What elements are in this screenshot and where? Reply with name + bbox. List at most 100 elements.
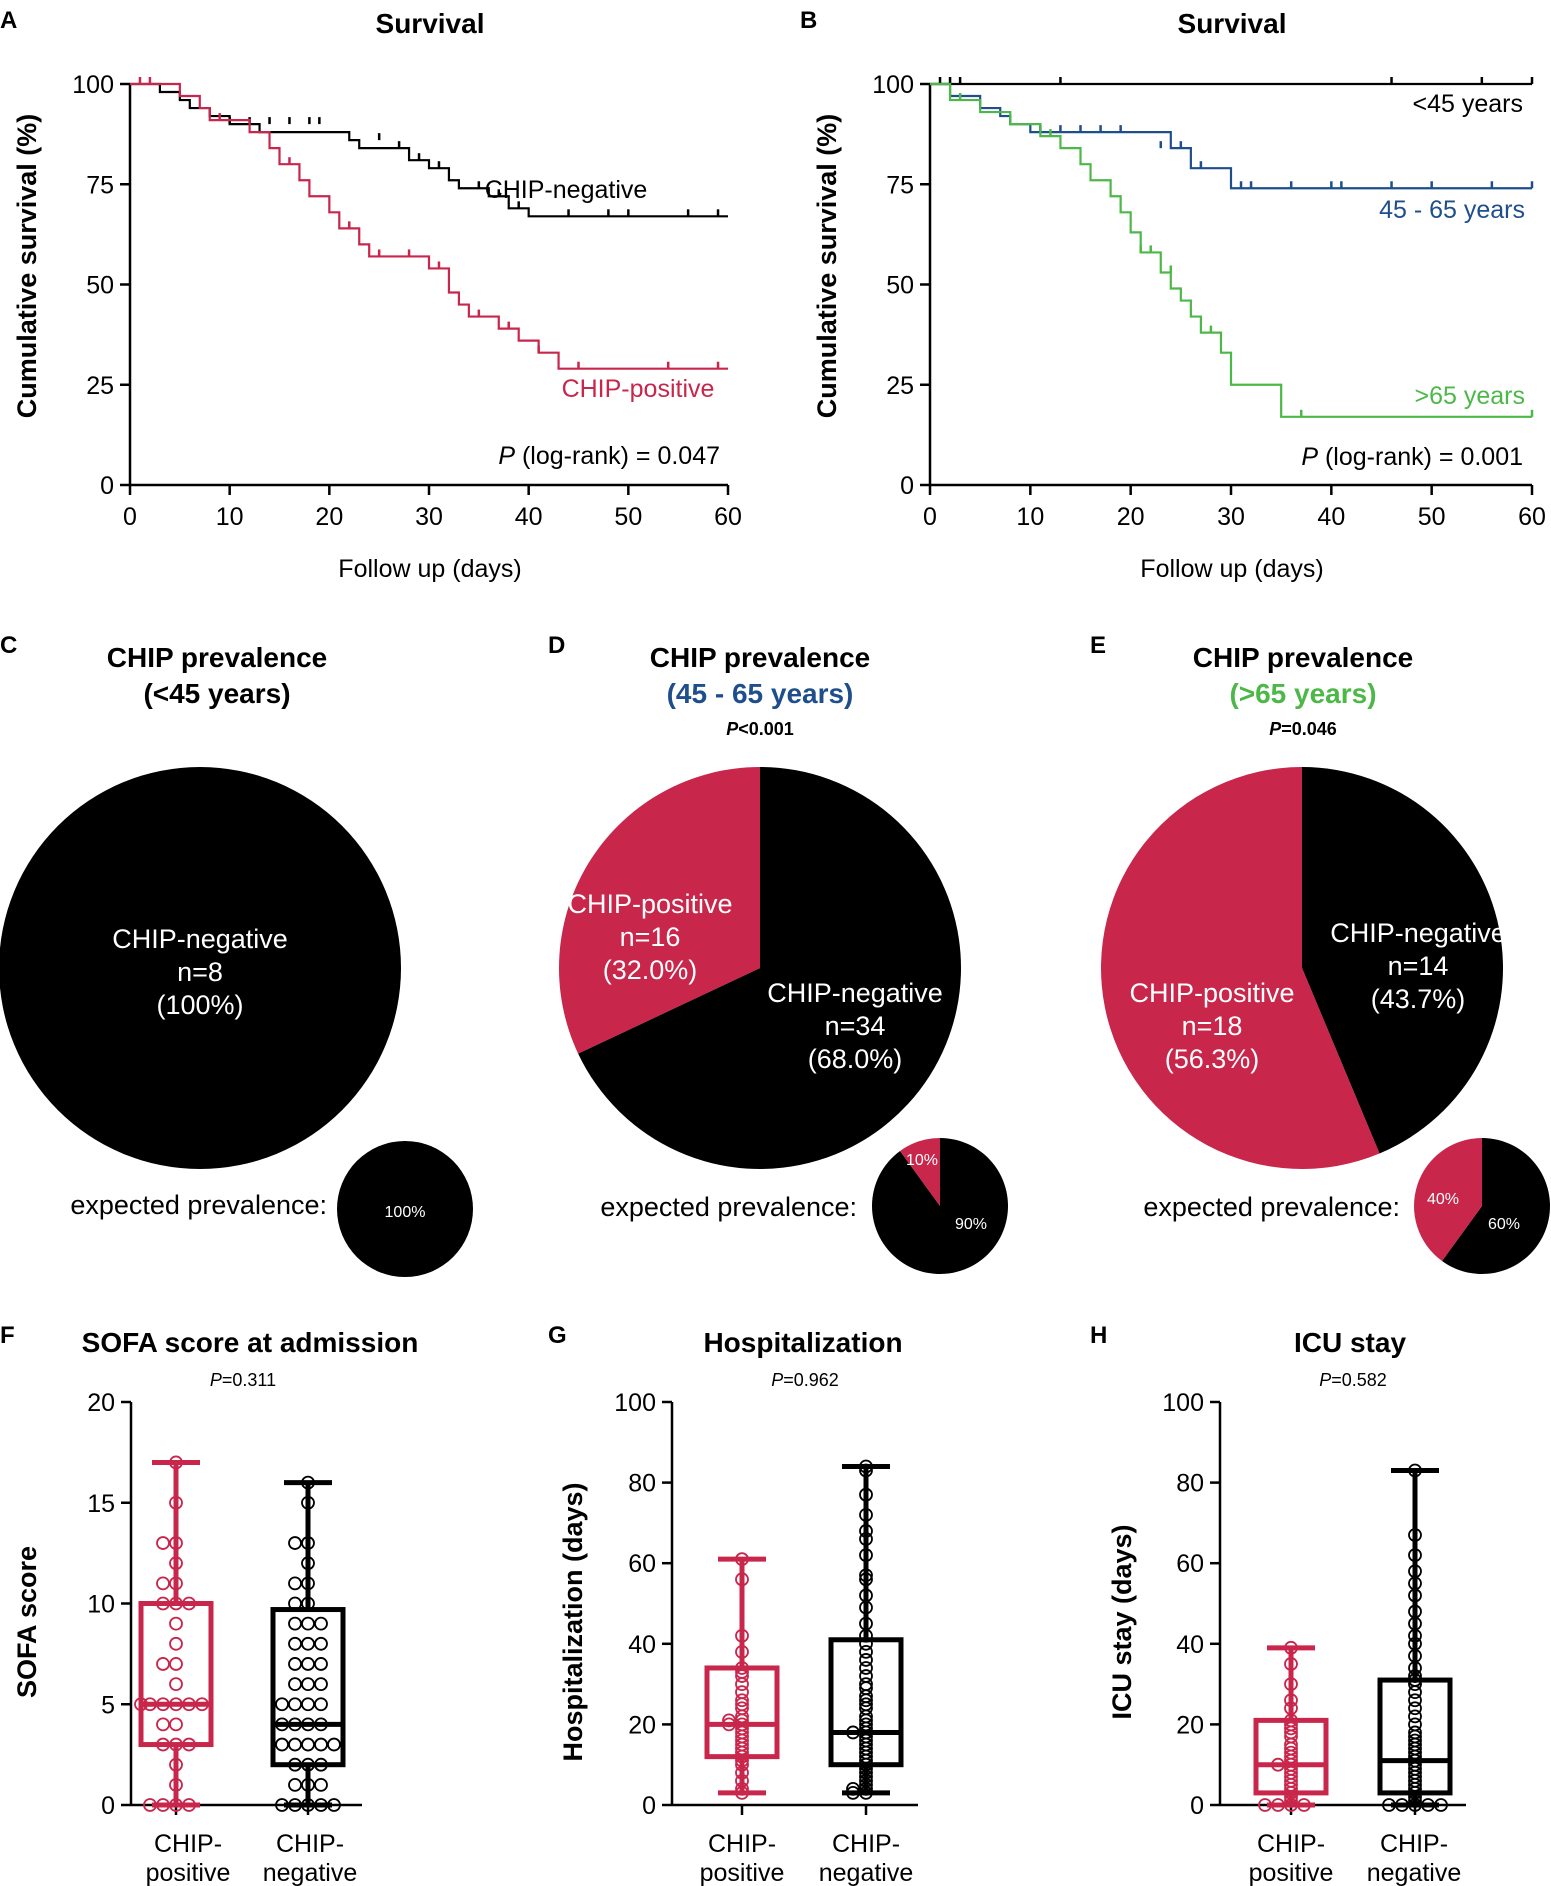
- y-axis-label: Cumulative survival (%): [812, 114, 842, 419]
- data-point: [327, 1737, 341, 1752]
- p-value: P<0.001: [726, 719, 794, 739]
- box: [828, 1637, 904, 1768]
- data-point: [169, 1536, 183, 1550]
- data-point: [722, 1717, 736, 1732]
- data-point: [169, 1576, 183, 1591]
- data-point: [301, 1697, 315, 1712]
- data-point: [275, 1798, 289, 1812]
- p-value: P=0.962: [771, 1370, 839, 1390]
- axes: 0 10 20 30 40 50 60 0 25 50 75 100: [72, 71, 742, 531]
- data-point: [314, 1757, 328, 1772]
- x-tick-label: 20: [1117, 503, 1145, 531]
- group-label-positive-line1: CHIP-: [1257, 1830, 1325, 1858]
- axes: 0 20 40 60 80 100: [1162, 1389, 1466, 1820]
- y-tick-label: 5: [101, 1691, 115, 1719]
- panel-letter-e: E: [1090, 632, 1106, 659]
- box-chart-g: G Hospitalization P=0.962 Hospitalizatio…: [548, 1322, 918, 1886]
- data-point: [288, 1536, 302, 1550]
- data-point: [1408, 1628, 1422, 1643]
- y-tick-label: 50: [86, 272, 114, 300]
- data-point: [1284, 1693, 1298, 1708]
- x-tick-label: 50: [1418, 503, 1446, 531]
- expected-percent-negative: 90%: [955, 1216, 987, 1233]
- expected-pie-slice: [1442, 1138, 1550, 1275]
- data-point: [1408, 1709, 1422, 1724]
- y-tick-label: 100: [1162, 1389, 1204, 1417]
- y-axis-label: SOFA score: [12, 1546, 42, 1698]
- data-point: [169, 1717, 183, 1732]
- data-point: [288, 1576, 302, 1591]
- panel-letter-d: D: [548, 632, 565, 659]
- data-point: [288, 1596, 302, 1611]
- data-point: [301, 1657, 315, 1671]
- data-point: [1408, 1528, 1422, 1542]
- data-point: [288, 1636, 302, 1651]
- data-point: [169, 1657, 183, 1671]
- y-tick-label: 20: [87, 1389, 115, 1417]
- y-tick-label: 0: [100, 472, 114, 500]
- slice-count-positive: n=18: [1182, 1011, 1243, 1041]
- data-point: [301, 1777, 315, 1792]
- data-point: [859, 1463, 873, 1478]
- data-point: [288, 1717, 302, 1732]
- slice-percent-positive: (56.3%): [1165, 1044, 1260, 1074]
- data-point: [859, 1653, 873, 1667]
- pie-chart-d: D CHIP prevalence (45 - 65 years) P<0.00…: [548, 632, 1008, 1275]
- y-tick-label: 0: [900, 472, 914, 500]
- data-point: [735, 1552, 749, 1567]
- panel-letter-a: A: [0, 7, 17, 34]
- box: [138, 1601, 214, 1748]
- x-tick-label: 30: [415, 503, 443, 531]
- data-point: [301, 1495, 315, 1510]
- data-point: [859, 1600, 873, 1615]
- data-point: [1284, 1640, 1298, 1655]
- x-tick-label: 60: [1518, 503, 1546, 531]
- data-point: [156, 1717, 170, 1732]
- series-label-45-65: 45 - 65 years: [1379, 196, 1525, 224]
- plot-area: [930, 77, 1534, 418]
- pie-slice: [578, 766, 961, 1169]
- data-point: [288, 1657, 302, 1671]
- group-label-negative-line1: CHIP-: [832, 1830, 900, 1858]
- y-tick-label: 40: [628, 1631, 656, 1659]
- data-point: [288, 1777, 302, 1792]
- data-point: [275, 1737, 289, 1752]
- pie-slice: [559, 767, 760, 1054]
- slice-label-positive: CHIP-positive: [1129, 978, 1294, 1008]
- data-point: [1284, 1790, 1298, 1804]
- data-point: [859, 1568, 873, 1583]
- axes: 0 20 40 60 80 100: [614, 1389, 918, 1820]
- panel-letter-c: C: [0, 632, 17, 659]
- data-point: [169, 1697, 183, 1712]
- data-point: [301, 1737, 315, 1752]
- data-point: [735, 1572, 749, 1587]
- panel-letter-h: H: [1090, 1322, 1107, 1349]
- expected-percent-positive: 40%: [1427, 1191, 1459, 1208]
- expected-pie-slice: [1414, 1138, 1482, 1262]
- expected-percent-negative: 60%: [1488, 1216, 1520, 1233]
- data-point: [735, 1749, 749, 1764]
- slice-percent-negative: (43.7%): [1371, 984, 1466, 1014]
- data-point: [288, 1798, 302, 1812]
- data-point: [169, 1616, 183, 1631]
- data-point: [156, 1798, 170, 1812]
- group-label-negative-line2: negative: [819, 1859, 914, 1886]
- p-value: P=0.582: [1319, 1370, 1387, 1390]
- group-label-positive-line1: CHIP-: [154, 1830, 222, 1858]
- data-point: [156, 1596, 170, 1611]
- survival-line-2: [130, 82, 728, 370]
- data-point: [301, 1576, 315, 1591]
- group-label-positive-line1: CHIP-: [708, 1830, 776, 1858]
- km-chart-a: A Survival Cumulative survival (%) Follo…: [0, 7, 742, 583]
- chart-title: CHIP prevalence: [1193, 642, 1414, 673]
- data-point: [182, 1798, 196, 1812]
- x-tick-label: 40: [515, 503, 543, 531]
- data-point: [327, 1798, 341, 1812]
- pie-slice: [0, 767, 401, 1169]
- series-label-chip-negative: CHIP-negative: [485, 176, 648, 204]
- y-tick-label: 0: [1190, 1792, 1204, 1820]
- data-point: [169, 1737, 183, 1752]
- y-tick-label: 25: [86, 372, 114, 400]
- data-point: [735, 1786, 749, 1800]
- y-tick-label: 75: [86, 171, 114, 199]
